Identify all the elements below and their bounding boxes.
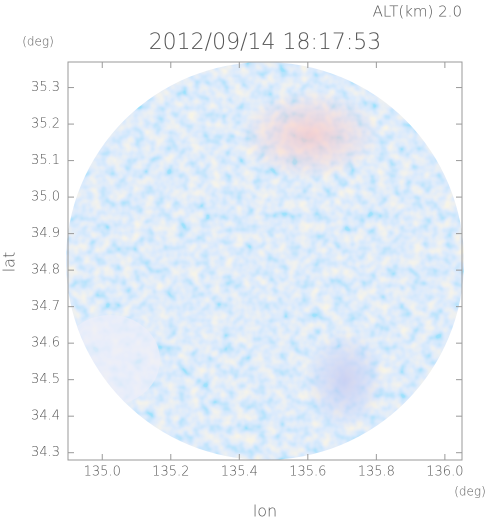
plot-frame (67, 61, 463, 461)
y-unit: (deg) (22, 35, 54, 49)
x-unit: (deg) (454, 485, 486, 499)
x-tick-label: 136.0 (426, 465, 463, 480)
y-tick-label: 35.2 (31, 117, 60, 132)
y-tick-label: 34.3 (31, 445, 60, 460)
y-tick-label: 34.5 (31, 372, 60, 387)
x-tick-label: 135.4 (221, 465, 258, 480)
y-tick-label: 34.8 (31, 263, 60, 278)
y-tick-label: 35.0 (31, 190, 60, 205)
y-tick-label: 34.4 (31, 409, 60, 424)
x-axis-label: lon (253, 502, 277, 521)
x-tick-label: 135.6 (289, 465, 326, 480)
y-tick-label: 35.3 (31, 80, 60, 95)
y-tick-label: 34.7 (31, 299, 60, 314)
radar-field (66, 62, 464, 460)
y-tick-label: 34.6 (31, 336, 60, 351)
x-tick-label: 135.8 (358, 465, 395, 480)
y-axis-label: lat (0, 252, 19, 273)
y-tick-label: 34.9 (31, 226, 60, 241)
x-tick-label: 135.0 (84, 465, 121, 480)
chart-title: 2012/09/14 18:17:53 (149, 30, 382, 55)
x-tick-label: 135.2 (152, 465, 189, 480)
y-tick-label: 35.1 (31, 153, 60, 168)
altitude: ALT(km) 2.0 (373, 3, 462, 21)
